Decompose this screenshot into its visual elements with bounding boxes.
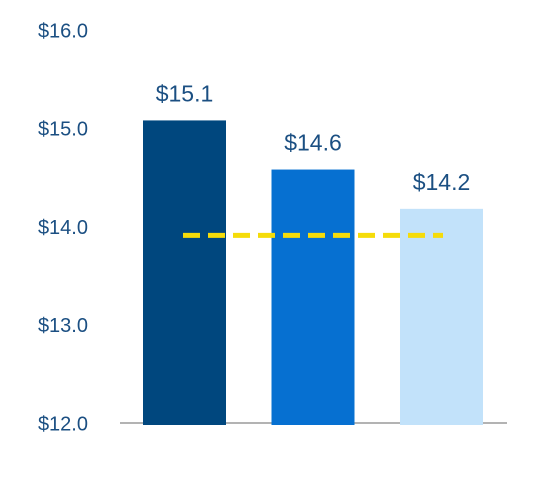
y-tick-label: $13.0 — [38, 315, 88, 337]
value-label: $14.2 — [413, 169, 471, 195]
value-label: $14.6 — [284, 130, 342, 156]
y-tick-label: $14.0 — [38, 217, 88, 239]
value-label: $15.1 — [156, 81, 214, 107]
bar — [143, 120, 226, 426]
y-tick-label: $15.0 — [38, 119, 88, 141]
bar — [400, 208, 483, 425]
bar — [271, 169, 355, 425]
y-tick-label: $16.0 — [38, 20, 88, 42]
y-tick-label: $12.0 — [38, 413, 88, 435]
